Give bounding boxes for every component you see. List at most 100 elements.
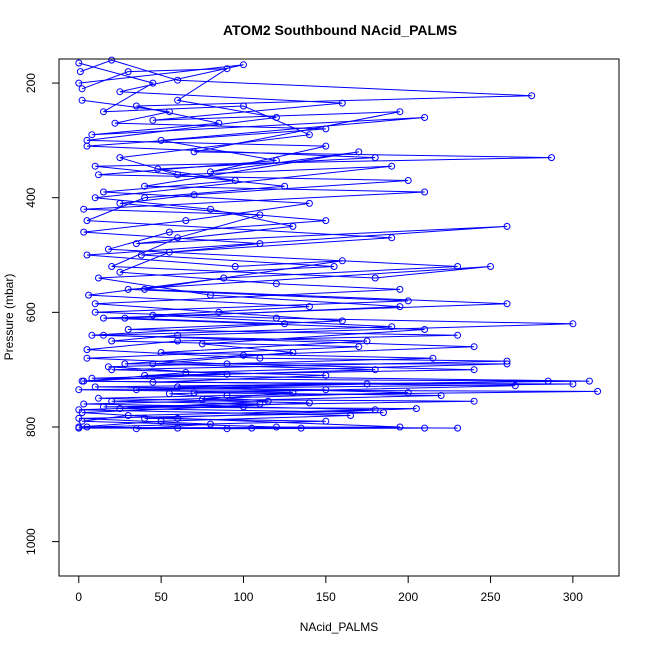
data-point: [371, 366, 379, 374]
data-point: [80, 205, 88, 213]
data-point: [297, 424, 305, 432]
data-point: [91, 194, 99, 202]
y-tick-label: 600: [24, 302, 38, 322]
data-point: [149, 116, 157, 124]
data-point: [305, 303, 313, 311]
data-point: [454, 263, 462, 270]
data-point: [548, 154, 555, 162]
series-4: [75, 96, 519, 433]
data-point: [95, 274, 102, 282]
data-point: [363, 337, 371, 345]
data-point: [503, 357, 511, 365]
data-point: [585, 377, 593, 385]
data-point: [355, 343, 363, 351]
data-point: [528, 92, 536, 100]
data-point: [174, 96, 182, 104]
data-point: [207, 420, 214, 428]
data-point: [256, 240, 264, 248]
x-tick-label: 200: [398, 590, 418, 604]
data-point: [174, 337, 182, 345]
x-tick-label: 50: [154, 590, 168, 604]
data-point: [231, 177, 239, 184]
plot-area: [75, 56, 602, 433]
data-point: [272, 280, 280, 288]
data-point: [116, 154, 124, 162]
data-point: [289, 389, 297, 397]
data-point: [511, 382, 519, 390]
data-point: [83, 251, 91, 259]
series-line: [78, 99, 516, 430]
data-point: [272, 157, 280, 164]
x-tick-label: 300: [563, 590, 583, 604]
data-point: [429, 354, 437, 362]
data-point: [569, 320, 577, 328]
data-point: [132, 102, 140, 110]
x-axis: 0 50 100 150 200 250 300: [75, 575, 583, 604]
data-point: [165, 228, 173, 236]
x-axis-label: NAcid_PALMS: [300, 620, 378, 634]
data-point: [132, 425, 140, 433]
data-point: [100, 108, 107, 116]
data-point: [190, 148, 198, 156]
data-point: [95, 171, 102, 179]
data-point: [91, 300, 99, 308]
data-point: [137, 251, 145, 259]
data-point: [503, 222, 511, 230]
data-point: [404, 389, 412, 397]
data-point: [83, 423, 91, 431]
data-point: [88, 131, 96, 139]
data-point: [396, 285, 404, 293]
y-tick-label: 800: [24, 417, 38, 437]
data-point: [404, 297, 412, 305]
data-point: [149, 79, 157, 87]
data-point: [78, 377, 86, 385]
data-point: [121, 360, 129, 368]
data-point: [454, 424, 462, 432]
data-point: [108, 56, 116, 64]
data-point: [421, 114, 429, 121]
data-point: [108, 263, 116, 270]
data-point: [454, 331, 462, 339]
data-point: [240, 351, 247, 359]
y-tick-label: 1000: [24, 528, 38, 555]
series-line: [78, 59, 598, 429]
series-2: [75, 56, 602, 432]
data-point: [182, 369, 190, 376]
data-point: [124, 326, 132, 333]
data-point: [116, 405, 124, 413]
data-point: [80, 228, 88, 236]
data-point: [76, 68, 84, 76]
data-point: [157, 349, 165, 356]
data-point: [503, 300, 511, 308]
data-point: [231, 263, 239, 270]
data-point: [240, 61, 247, 69]
data-point: [264, 397, 272, 405]
x-tick-label: 0: [75, 590, 82, 604]
x-tick-label: 250: [481, 590, 501, 604]
data-point: [78, 85, 86, 93]
data-point: [75, 59, 83, 67]
data-point: [100, 403, 107, 411]
data-point: [116, 199, 124, 207]
data-point: [121, 314, 129, 322]
data-point: [470, 343, 478, 351]
data-point: [141, 182, 149, 190]
y-tick-label: 200: [24, 73, 38, 93]
data-point: [421, 424, 429, 432]
data-point: [281, 320, 289, 328]
data-point: [165, 390, 173, 398]
data-point: [83, 217, 91, 225]
data-point: [396, 108, 404, 116]
data-point: [470, 366, 478, 374]
data-point: [421, 326, 429, 333]
data-point: [207, 168, 214, 176]
data-point: [470, 397, 478, 405]
data-point: [404, 177, 412, 184]
data-point: [190, 191, 198, 199]
data-point: [104, 245, 112, 253]
data-point: [322, 125, 330, 133]
data-point: [75, 386, 83, 394]
data-point: [83, 142, 91, 150]
data-point: [78, 96, 86, 104]
